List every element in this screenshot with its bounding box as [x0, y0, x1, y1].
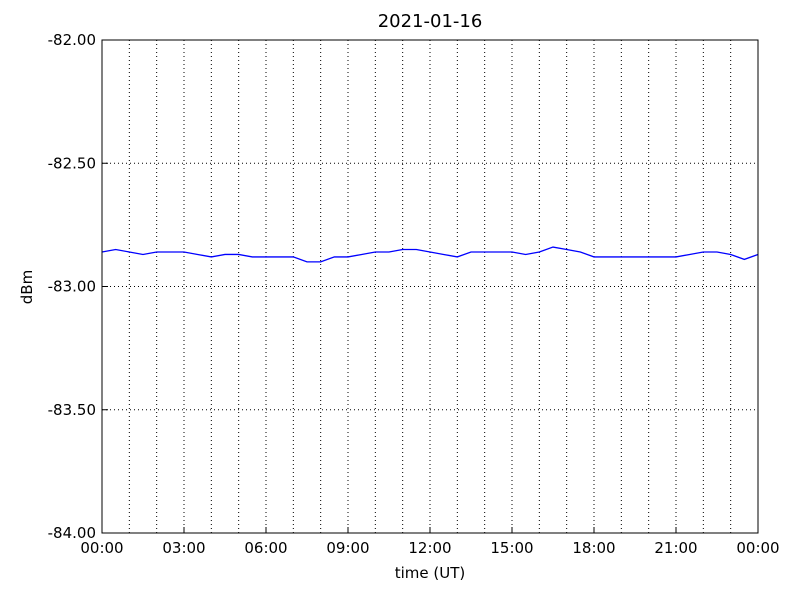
x-tick-label: 00:00	[736, 539, 779, 557]
x-tick-label: 18:00	[572, 539, 615, 557]
x-tick-label: 15:00	[490, 539, 533, 557]
y-tick-label: -83.00	[48, 278, 96, 296]
x-tick-label: 00:00	[80, 539, 123, 557]
x-tick-label: 03:00	[162, 539, 205, 557]
x-tick-label: 12:00	[408, 539, 451, 557]
y-tick-label: -83.50	[48, 401, 96, 419]
x-axis-label: time (UT)	[395, 564, 466, 582]
x-tick-label: 09:00	[326, 539, 369, 557]
x-tick-label: 21:00	[654, 539, 697, 557]
y-tick-label: -82.00	[48, 31, 96, 49]
chart-title: 2021-01-16	[378, 11, 483, 32]
y-tick-label: -84.00	[48, 524, 96, 542]
x-tick-label: 06:00	[244, 539, 287, 557]
data-line	[101, 246, 759, 263]
plot-frame	[101, 39, 759, 534]
y-tick-label: -82.50	[48, 154, 96, 172]
y-axis-label: dBm	[18, 270, 36, 304]
